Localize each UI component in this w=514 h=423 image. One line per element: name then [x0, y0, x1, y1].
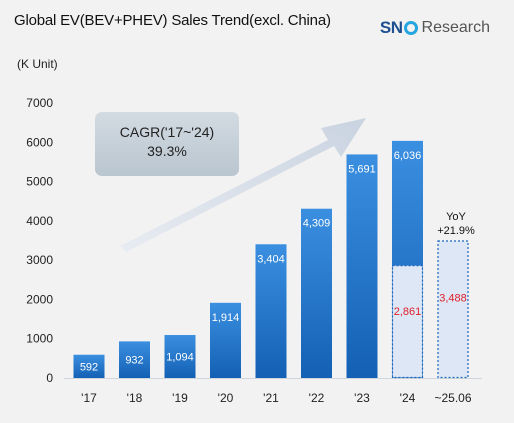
- cagr-callout-label: CAGR('17~'24): [120, 124, 214, 140]
- y-tick-label: 0: [46, 371, 53, 385]
- bar: [346, 154, 378, 378]
- x-tick-label: '19: [172, 391, 188, 405]
- sne-research-logo: SN Research: [380, 18, 490, 38]
- logo-ring-icon: [403, 21, 418, 35]
- bar: [301, 208, 332, 378]
- y-tick-label: 6000: [26, 135, 53, 149]
- y-tick-label: 5000: [26, 175, 53, 189]
- data-label: 1,914: [212, 312, 240, 324]
- data-label: 3,404: [257, 253, 285, 265]
- bar: [164, 335, 196, 378]
- yoy-label: YoY: [446, 211, 466, 223]
- chart-title: Global EV(BEV+PHEV) Sales Trend(excl. Ch…: [14, 12, 331, 29]
- yoy-value: +21.9%: [437, 225, 475, 237]
- bar: [210, 302, 241, 378]
- x-tick-label: '22: [309, 391, 325, 405]
- x-tick-label: ~25.06: [434, 391, 471, 405]
- data-label: 5,691: [348, 163, 376, 175]
- bar: [119, 341, 150, 378]
- y-tick-label: 7000: [26, 96, 53, 110]
- cagr-callout-value: 39.3%: [147, 143, 187, 159]
- logo-suffix: Research: [421, 19, 490, 36]
- y-tick-label: 3000: [26, 253, 53, 267]
- y-tick-label: 1000: [26, 332, 53, 346]
- data-label: 4,309: [303, 218, 331, 230]
- x-tick-label: '18: [127, 391, 143, 405]
- logo-brand: SN: [379, 18, 403, 37]
- partial-bar: [437, 240, 469, 379]
- x-tick-label: '17: [81, 391, 97, 405]
- data-label: 592: [80, 361, 98, 373]
- bar: [255, 244, 287, 378]
- x-tick-label: '20: [218, 391, 234, 405]
- x-tick-label: '24: [400, 391, 416, 405]
- bar: [73, 354, 105, 378]
- y-tick-label: 4000: [26, 214, 53, 228]
- x-tick-label: '21: [263, 391, 279, 405]
- x-tick-label: '23: [354, 391, 370, 405]
- data-label: 6,036: [394, 150, 422, 162]
- partial-data-label: 3,488: [439, 292, 467, 304]
- partial-data-label: 2,861: [394, 306, 422, 318]
- data-label: 932: [125, 355, 143, 367]
- partial-bar: [391, 265, 424, 379]
- growth-arrow-icon: [120, 118, 366, 252]
- cagr-callout-box: [95, 112, 239, 176]
- unit-label: (K Unit): [17, 57, 58, 71]
- y-tick-label: 2000: [26, 292, 53, 306]
- data-label: 1,094: [166, 352, 194, 364]
